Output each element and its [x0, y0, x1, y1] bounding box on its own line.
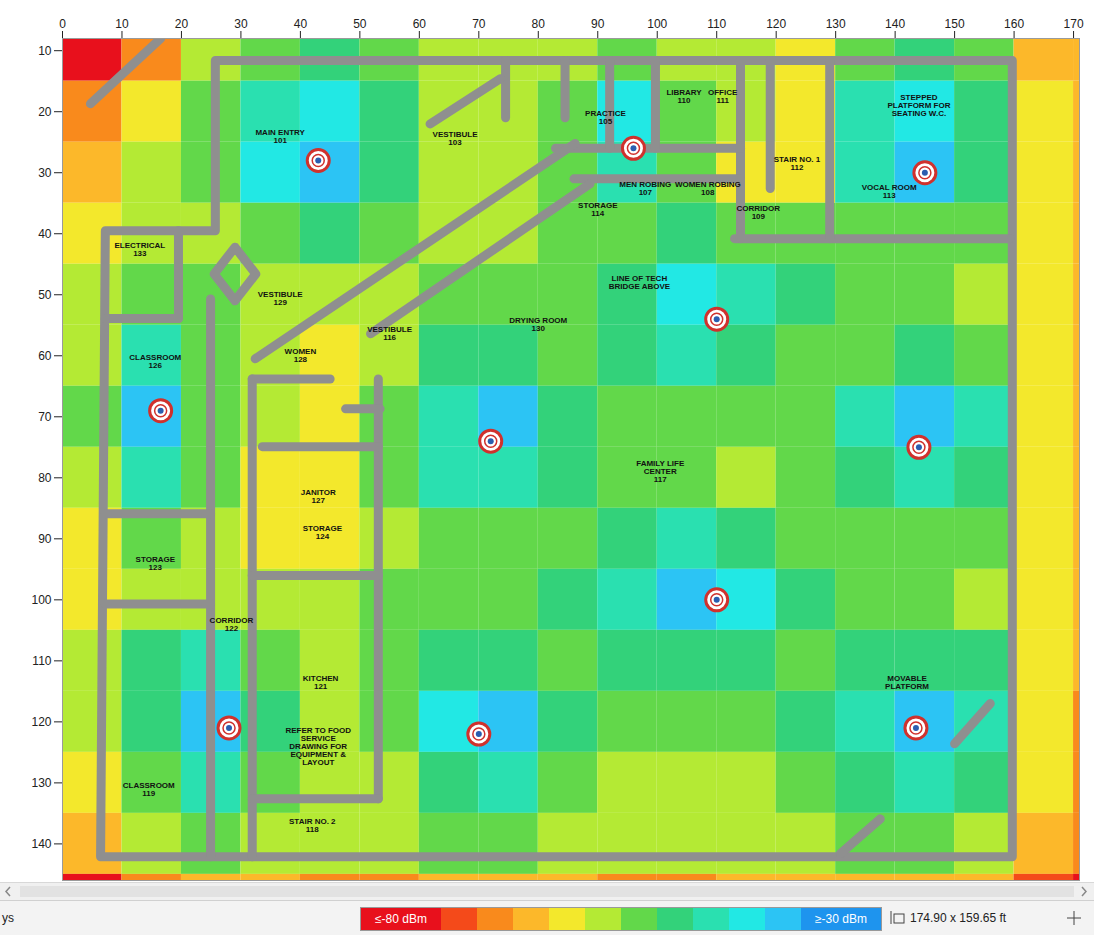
svg-text:80: 80	[38, 471, 52, 485]
svg-text:40: 40	[294, 17, 308, 31]
svg-text:FAMILY LIFECENTER117: FAMILY LIFECENTER117	[636, 459, 685, 484]
svg-text:VOCAL ROOM113: VOCAL ROOM113	[862, 183, 917, 200]
svg-text:40: 40	[38, 227, 52, 241]
svg-text:LIBRARY110: LIBRARY110	[666, 88, 702, 105]
svg-text:WOMEN128: WOMEN128	[285, 347, 317, 364]
svg-text:CORRIDOR122: CORRIDOR122	[210, 616, 254, 633]
html-text:174.90 x 159.65 ft: 174.90 x 159.65 ft	[910, 911, 1007, 925]
svg-text:OFFICE111: OFFICE111	[708, 88, 738, 105]
svg-text:20: 20	[38, 105, 52, 119]
svg-text:120: 120	[766, 17, 786, 31]
svg-text:100: 100	[647, 17, 667, 31]
svg-text:60: 60	[413, 17, 427, 31]
svg-text:REFER TO FOODSERVICEDRAWING FO: REFER TO FOODSERVICEDRAWING FOREQUIPMENT…	[285, 726, 351, 767]
svg-text:160: 160	[1004, 17, 1024, 31]
svg-text:140: 140	[31, 837, 51, 851]
svg-text:PRACTICE105: PRACTICE105	[585, 109, 627, 126]
svg-text:130: 130	[826, 17, 846, 31]
svg-text:90: 90	[591, 17, 605, 31]
svg-text:STORAGE114: STORAGE114	[578, 201, 618, 218]
svg-text:CORRIDOR109: CORRIDOR109	[737, 204, 781, 221]
svg-text:30: 30	[38, 166, 52, 180]
svg-text:100: 100	[31, 593, 51, 607]
svg-text:110: 110	[32, 654, 51, 668]
svg-text:STORAGE123: STORAGE123	[136, 555, 176, 572]
svg-text:120: 120	[31, 715, 51, 729]
svg-text:10: 10	[115, 17, 129, 31]
svg-text:MOVABLEPLATFORM: MOVABLEPLATFORM	[885, 674, 929, 691]
svg-text:170: 170	[1064, 17, 1084, 31]
svg-text:20: 20	[175, 17, 189, 31]
svg-text:30: 30	[234, 17, 248, 31]
svg-text:130: 130	[31, 776, 51, 790]
svg-text:KITCHEN121: KITCHEN121	[303, 674, 339, 691]
svg-text:60: 60	[38, 349, 52, 363]
svg-text:0: 0	[59, 17, 66, 31]
svg-text:70: 70	[38, 410, 52, 424]
svg-text:STORAGE124: STORAGE124	[303, 524, 343, 541]
svg-text:80: 80	[532, 17, 546, 31]
svg-text:CLASSROOM119: CLASSROOM119	[123, 781, 175, 798]
svg-text:150: 150	[945, 17, 965, 31]
svg-text:STAIR NO. 1112: STAIR NO. 1112	[774, 155, 821, 172]
svg-text:CLASSROOM126: CLASSROOM126	[129, 353, 181, 370]
svg-text:MEN ROBING107: MEN ROBING107	[619, 180, 671, 197]
svg-text:70: 70	[472, 17, 486, 31]
svg-text:110: 110	[707, 17, 726, 31]
svg-text:90: 90	[38, 532, 52, 546]
svg-text:STEPPEDPLATFORM FORSEATING W.C: STEPPEDPLATFORM FORSEATING W.C.	[887, 93, 950, 118]
svg-text:VESTIBULE116: VESTIBULE116	[367, 325, 413, 342]
svg-text:WOMEN ROBING108: WOMEN ROBING108	[675, 180, 741, 197]
svg-text:STAIR NO. 2118: STAIR NO. 2118	[289, 817, 336, 834]
svg-text:50: 50	[38, 288, 52, 302]
svg-text:50: 50	[353, 17, 367, 31]
svg-text:140: 140	[885, 17, 905, 31]
html-text:ys: ys	[2, 911, 14, 925]
svg-text:ELECTRICAL133: ELECTRICAL133	[114, 241, 165, 258]
svg-text:MAIN ENTRY101: MAIN ENTRY101	[255, 128, 305, 145]
svg-text:JANITOR127: JANITOR127	[301, 488, 336, 505]
svg-text:10: 10	[38, 44, 52, 58]
html-text:≤-80 dBm: ≤-80 dBm	[375, 912, 427, 926]
svg-text:DRYING ROOM130: DRYING ROOM130	[509, 316, 567, 333]
svg-text:VESTIBULE129: VESTIBULE129	[258, 290, 304, 307]
html-text:≥-30 dBm: ≥-30 dBm	[815, 912, 867, 926]
svg-text:LINE OF TECHBRIDGE ABOVE: LINE OF TECHBRIDGE ABOVE	[609, 274, 671, 291]
svg-text:VESTIBULE103: VESTIBULE103	[433, 130, 479, 147]
